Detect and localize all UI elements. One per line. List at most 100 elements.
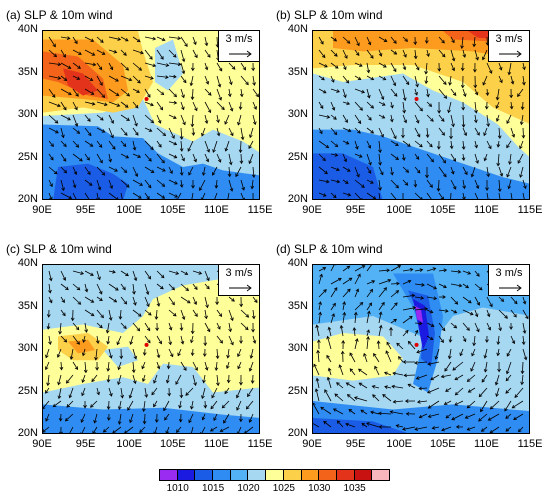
wind-vector-head [48,277,53,282]
wind-vector-head [497,135,502,139]
wind-vector [249,361,254,372]
wind-vector-head [160,274,165,279]
wind-vector-head [98,144,103,148]
wind-vector-head [474,109,478,114]
wind-vector-head [173,74,177,79]
wind-vector-head [90,299,95,303]
wind-vector [428,400,440,409]
wind-vector [180,179,183,188]
wind-vector-head [117,37,122,41]
wind-vector [204,140,210,153]
wind-vector [107,335,110,344]
wind-vector [390,101,393,108]
wind-vector-head [122,143,127,147]
wind-vector-head [57,76,62,80]
lon-tick-label: 105E [429,204,456,216]
wind-vector [222,400,230,409]
wind-vector [216,101,225,110]
wind-vector-head [110,134,114,139]
wind-vector [462,88,466,97]
wind-vector [144,413,146,424]
wind-vector [72,75,80,80]
wind-vector-head [125,184,130,188]
wind-vector [252,88,259,97]
wind-vector-head [45,417,49,422]
wind-vector-head [498,66,503,71]
wind-vector [462,283,469,289]
wind-vector [474,270,480,277]
reference-vector-box: 3 m/s [218,264,260,296]
wind-vector-head [461,157,466,162]
wind-vector [192,101,198,111]
wind-vector-head [332,408,337,412]
wind-vector [486,322,491,331]
wind-vector-head [464,171,468,176]
wind-vector-head [519,145,523,150]
wind-vector-head [109,355,113,359]
wind-vector-head [429,184,433,188]
wind-vector-head [370,410,374,415]
wind-vector [120,62,129,71]
wind-vector [354,140,358,150]
wind-vector-head [216,132,221,137]
wind-vector-head [483,355,488,359]
wind-vector-head [401,134,405,139]
wind-vector [354,166,360,178]
wind-vector [330,36,337,42]
wind-vector [72,335,80,345]
wind-vector [337,420,344,428]
wind-vector [191,192,194,199]
lat-tick-label: 20N [287,193,308,205]
wind-vector [342,75,349,84]
wind-vector [510,192,513,199]
wind-vector [188,166,194,176]
wind-vector-head [415,119,420,124]
wind-vector-head [142,420,147,425]
wind-vector-head [336,420,341,424]
wind-vector [522,296,526,304]
wind-vector [506,348,512,357]
wind-vector [225,140,230,152]
wind-vector-head [380,171,384,176]
wind-vector [462,140,465,150]
wind-vector [471,166,476,177]
wind-vector-head [53,53,58,58]
wind-vector [120,49,127,56]
wind-vector-head [62,54,66,58]
wind-vector [249,127,254,138]
wind-vector [336,382,344,389]
wind-vector [504,400,512,412]
wind-vector [252,114,256,125]
wind-vector [486,140,492,149]
wind-vector [144,127,152,132]
wind-vector-head [383,287,387,291]
wind-vector [318,127,323,134]
wind-vector [366,62,370,73]
wind-vector [498,179,501,192]
wind-vector-head [240,136,245,141]
wind-vector [366,265,372,272]
wind-vector [120,270,129,277]
wind-vector-head [431,199,434,200]
wind-vector [346,382,356,389]
wind-vector-head [457,269,462,274]
wind-vector-head [117,366,122,371]
wind-vector-head [251,174,256,178]
wind-vector-head [487,326,492,331]
wind-vector [354,88,365,93]
wind-vector [496,387,500,397]
slp-contour-fill [313,31,529,124]
wind-vector [180,88,185,98]
wind-vector [390,411,404,415]
wind-vector-head [393,135,397,140]
wind-vector-head [138,195,142,199]
wind-vector-head [342,311,347,316]
wind-vector-head [174,194,179,198]
wind-vector-head [403,53,407,58]
wind-vector [378,127,384,138]
wind-vector [484,361,488,372]
wind-vector [227,348,230,358]
wind-vector [96,127,105,133]
wind-vector [144,309,152,316]
wind-vector [92,426,98,433]
